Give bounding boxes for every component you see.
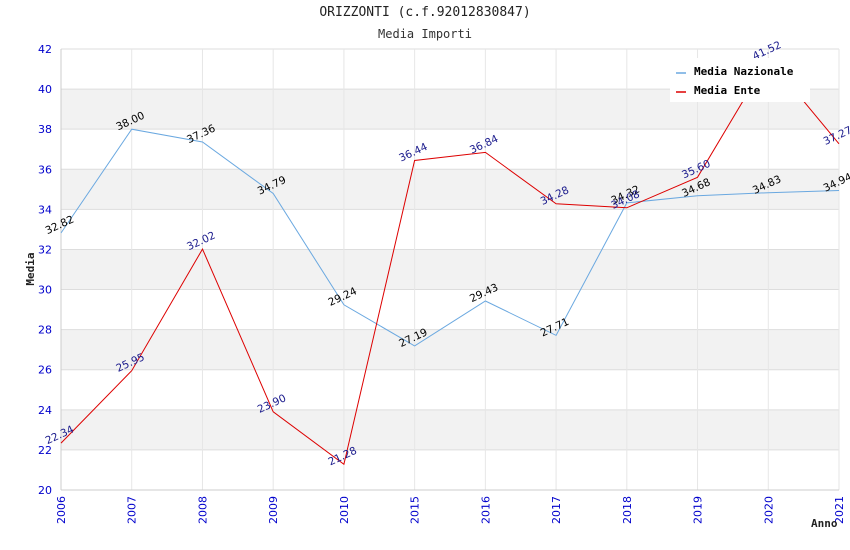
x-tick-label: 2018: [621, 496, 634, 524]
x-tick-label: 2006: [55, 496, 68, 524]
legend: Media Nazionale Media Ente: [670, 58, 810, 102]
data-label-media-ente: 36.44: [397, 141, 430, 165]
y-axis-title: Media: [24, 252, 37, 285]
y-tick-label: 32: [38, 243, 52, 256]
y-tick-label: 22: [38, 444, 52, 457]
x-tick-label: 2009: [267, 496, 280, 524]
x-tick-label: 2016: [479, 496, 492, 524]
grid-band: [61, 329, 839, 370]
x-axis-title: Anno: [811, 517, 838, 530]
grid-lines: [60, 48, 840, 491]
legend-label-media-nazionale: Media Nazionale: [694, 65, 794, 78]
series-line-media-nazionale: [60, 128, 840, 347]
legend-background: [670, 58, 810, 102]
grid-band: [61, 409, 839, 450]
axes: [60, 49, 839, 491]
grid-band: [61, 169, 839, 210]
x-tick-label: 2021: [833, 496, 846, 524]
x-tick-label: 2007: [126, 496, 139, 524]
y-tick-label: 36: [38, 163, 52, 176]
y-tick-label: 28: [38, 324, 52, 337]
x-tick-label: 2019: [692, 496, 705, 524]
grid-bands: [61, 89, 839, 450]
series-line-media-ente: [60, 57, 840, 466]
chart-subtitle: Media Importi: [378, 27, 472, 41]
data-label-media-nazionale: 32.82: [44, 214, 76, 238]
x-tick-label: 2017: [550, 496, 563, 524]
grid-band: [61, 249, 839, 290]
x-tick-label: 2015: [409, 496, 422, 524]
y-tick-label: 30: [38, 284, 52, 297]
y-tick-label: 24: [38, 404, 52, 417]
series-lines: [60, 57, 840, 466]
y-tick-label: 20: [38, 484, 52, 497]
y-tick-labels: 20 22 24 26 28 30 32 34 36 38 40 42: [38, 43, 52, 497]
legend-label-media-ente: Media Ente: [694, 84, 761, 97]
chart-title: ORIZZONTI (c.f.92012830847): [319, 5, 531, 20]
x-tick-label: 2020: [762, 496, 775, 524]
y-tick-label: 26: [38, 364, 52, 377]
x-tick-label: 2008: [196, 496, 209, 524]
x-tick-labels: 2006 2007 2008 2009 2010 2015 2016 2017 2018 2019…: [55, 496, 846, 524]
y-tick-label: 34: [38, 203, 52, 216]
y-tick-label: 38: [38, 123, 52, 136]
y-tick-label: 42: [38, 43, 52, 56]
y-tick-label: 40: [38, 83, 52, 96]
x-tick-label: 2010: [338, 496, 351, 524]
